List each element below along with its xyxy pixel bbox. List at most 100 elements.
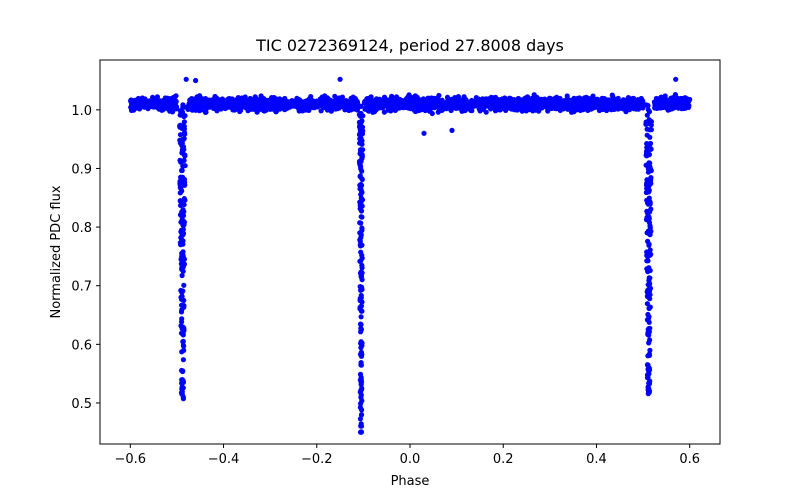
data-point — [182, 104, 188, 110]
data-point — [247, 101, 253, 108]
data-point — [591, 100, 597, 107]
data-point — [177, 132, 184, 138]
data-point — [647, 228, 653, 234]
data-point — [341, 101, 347, 107]
data-point — [648, 251, 654, 257]
data-point — [646, 351, 653, 357]
data-point — [357, 416, 363, 422]
data-point — [180, 378, 186, 384]
data-point — [179, 302, 185, 308]
x-tick-label: 0.6 — [679, 452, 700, 467]
data-point — [668, 100, 675, 107]
data-point — [615, 98, 621, 104]
x-axis-label: Phase — [391, 474, 430, 489]
data-point — [236, 105, 243, 111]
data-point — [644, 214, 650, 221]
data-point — [592, 96, 598, 102]
data-point — [565, 101, 571, 107]
data-points — [128, 76, 693, 435]
data-point — [357, 304, 363, 310]
data-point — [180, 339, 186, 345]
data-point — [179, 307, 185, 313]
data-point — [629, 100, 635, 106]
data-point — [358, 220, 364, 226]
data-point — [215, 99, 221, 105]
data-point — [584, 99, 590, 105]
data-point — [311, 99, 317, 105]
data-point — [160, 99, 166, 105]
data-point — [449, 127, 455, 133]
data-point — [544, 103, 550, 110]
data-point — [271, 101, 278, 107]
data-point — [627, 105, 633, 111]
data-point — [359, 242, 365, 248]
data-point — [647, 247, 653, 253]
data-point — [396, 103, 402, 109]
data-point — [459, 105, 465, 112]
data-point — [349, 100, 356, 106]
data-point — [646, 381, 653, 387]
data-point — [180, 332, 186, 338]
data-point — [358, 147, 364, 153]
data-point — [180, 163, 186, 169]
data-point — [461, 97, 467, 103]
data-point — [518, 102, 525, 108]
data-point — [130, 106, 136, 112]
data-point — [291, 99, 297, 105]
plot-frame — [99, 59, 721, 445]
data-point — [645, 374, 651, 380]
data-point — [193, 77, 199, 84]
data-point — [191, 102, 197, 108]
data-point — [583, 94, 589, 100]
data-point — [565, 106, 571, 112]
data-point — [285, 99, 291, 105]
data-point — [508, 96, 514, 103]
data-point — [358, 341, 364, 347]
data-point — [358, 380, 364, 386]
data-point — [256, 100, 262, 106]
data-point — [181, 196, 187, 202]
data-point — [224, 102, 230, 108]
data-point — [358, 208, 365, 214]
data-point — [243, 104, 249, 111]
data-point — [440, 100, 446, 107]
data-point — [646, 109, 653, 115]
data-point — [358, 423, 365, 429]
data-point — [536, 108, 542, 114]
x-tick-label: −0.6 — [115, 452, 147, 467]
data-point — [376, 101, 382, 108]
data-point — [504, 102, 510, 108]
data-point — [638, 101, 645, 107]
data-point — [181, 126, 187, 132]
data-point — [648, 146, 654, 152]
data-point — [179, 272, 185, 279]
data-point — [526, 98, 532, 105]
data-point — [630, 95, 637, 101]
data-point — [675, 105, 682, 111]
data-point — [182, 152, 188, 158]
data-point — [644, 258, 650, 264]
data-point — [477, 97, 483, 103]
data-point — [177, 190, 183, 196]
data-point — [558, 104, 564, 111]
data-point — [359, 168, 365, 174]
data-point — [193, 107, 199, 113]
y-tick-label: 1.0 — [71, 104, 92, 119]
data-point — [159, 106, 166, 112]
data-point — [178, 202, 184, 208]
data-point — [621, 103, 627, 109]
data-point — [412, 100, 418, 106]
data-point — [358, 232, 364, 238]
x-tick-label: −0.4 — [208, 452, 240, 467]
data-point — [358, 191, 364, 198]
data-point — [171, 94, 177, 100]
data-point — [625, 95, 632, 101]
data-point — [139, 103, 145, 109]
data-point — [644, 301, 651, 307]
data-point — [405, 100, 411, 106]
data-point — [179, 212, 185, 218]
data-point — [465, 102, 472, 108]
data-point — [145, 106, 151, 112]
data-point — [358, 412, 365, 418]
data-point — [170, 99, 176, 105]
